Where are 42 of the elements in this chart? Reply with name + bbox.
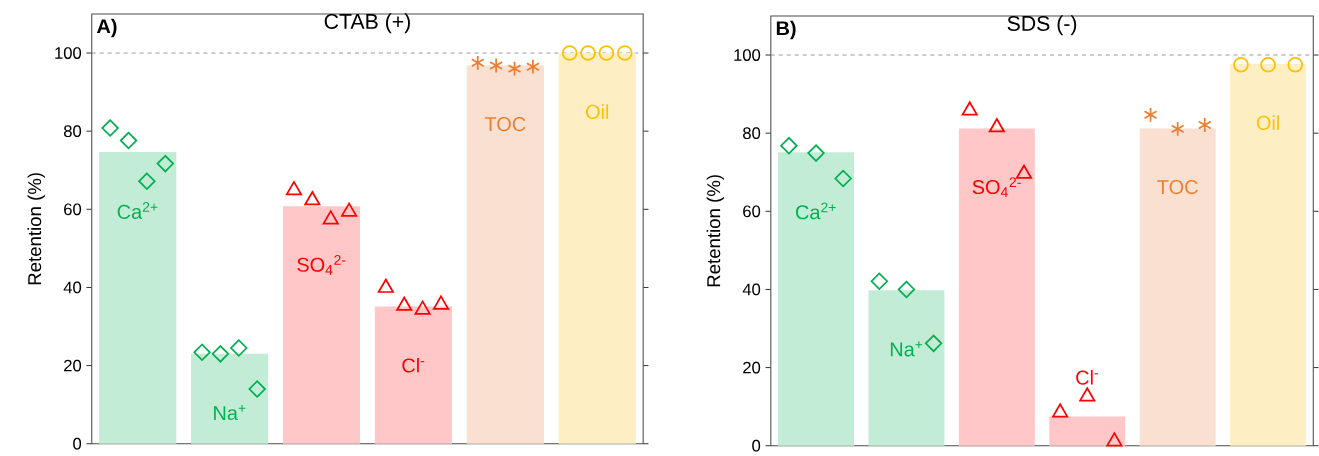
bar	[1139, 128, 1216, 446]
x-tick-label: Ca$^{2+}$	[117, 202, 158, 219]
bar	[374, 306, 453, 444]
x-tick-label: Cl$^{-}$	[1076, 370, 1099, 385]
x-tick-label: Oil	[585, 104, 609, 119]
y-axis-title: Retention (%)	[27, 173, 45, 285]
x-tick-label: TOC	[484, 117, 526, 132]
y-tick-label: 80	[743, 127, 761, 140]
bar	[958, 128, 1035, 446]
annotation: A)	[96, 18, 117, 38]
x-tick-label: SO$_{4}$2-	[297, 254, 346, 275]
bar	[778, 152, 854, 446]
chart-title: SDS (-)	[1007, 15, 1077, 36]
bar	[466, 65, 544, 444]
chart-title: CTAB (+)	[324, 13, 410, 34]
y-tick-label: 40	[742, 283, 761, 296]
y-tick-label: 0	[73, 437, 82, 450]
x-tick-label: Cl$^{-}$	[402, 357, 425, 373]
y-tick-label: 80	[63, 125, 82, 138]
x-tick-label: SO$_{4}$2-	[972, 177, 1021, 197]
y-tick-label: 20	[64, 359, 82, 372]
y-axis-title: Retention (%)	[706, 175, 724, 287]
bar	[558, 53, 636, 444]
x-tick-label: Na$^{+}$	[214, 404, 246, 421]
y-tick-label: 60	[743, 205, 761, 218]
annotation: B)	[776, 20, 796, 40]
bar	[282, 206, 361, 444]
y-tick-label: 40	[63, 281, 82, 294]
bar	[1049, 416, 1126, 446]
y-tick-label: 100	[55, 47, 82, 59]
x-tick-label: Na$^{+}$	[890, 341, 923, 357]
x-tick-label: TOC	[1157, 180, 1198, 195]
bar	[1230, 63, 1307, 446]
bar	[191, 353, 269, 444]
bar	[99, 151, 177, 444]
y-tick-label: 20	[743, 361, 761, 374]
x-tick-label: Ca$^{2+}$	[796, 202, 836, 220]
y-tick-label: 100	[734, 49, 761, 61]
bar	[868, 290, 945, 446]
x-tick-label: Oil	[1256, 115, 1279, 130]
y-tick-label: 0	[752, 439, 761, 452]
y-tick-label: 60	[64, 203, 82, 216]
